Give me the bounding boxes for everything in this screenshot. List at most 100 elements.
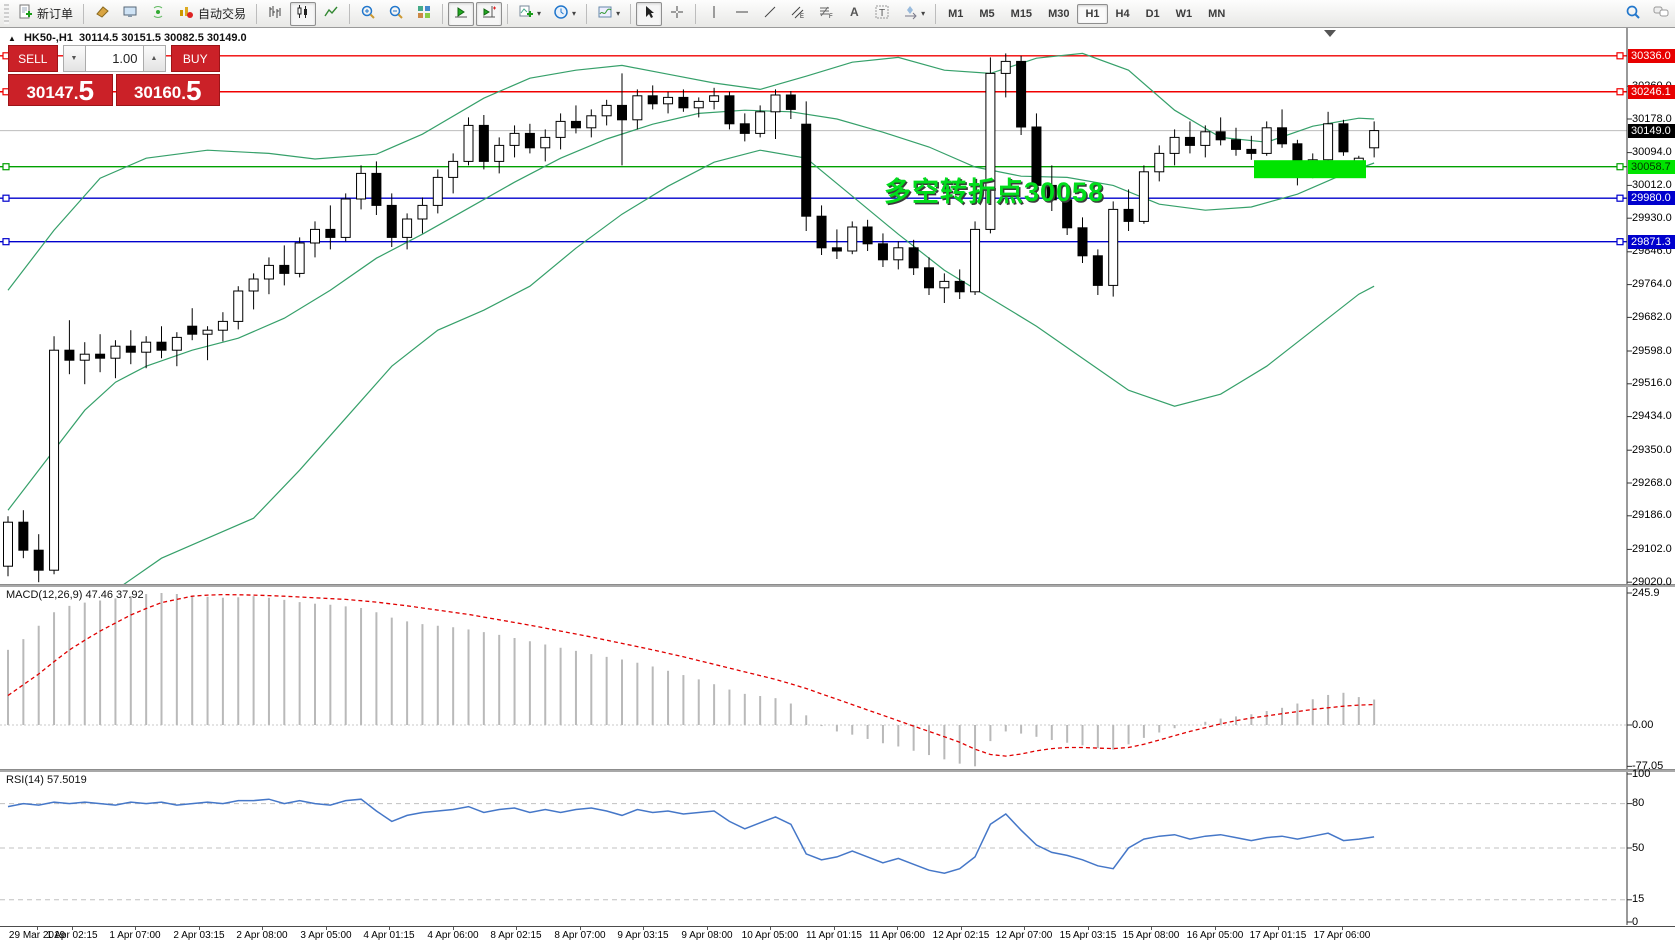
fibo-button[interactable]: F [813, 2, 839, 26]
main-toolbar: 新订单 自动交易 ▾ ▾ ▾ E F A T ▾ M1 M5 M15 M30 H1 H4 D1 W1 MN [0, 0, 1675, 28]
shapes-icon [902, 4, 918, 23]
text-button[interactable]: A [841, 2, 867, 26]
price-tick-label: 30012.0 [1632, 178, 1672, 191]
auto-scroll-button[interactable] [448, 1, 475, 26]
time-tick-label: 17 Apr 01:15 [1249, 930, 1307, 941]
timeframe-button-m1[interactable]: M1 [948, 7, 964, 20]
chart-title: ▲ HK50-,H1 30114.5 30151.5 30082.5 30149… [8, 32, 247, 44]
tile-windows-button[interactable] [411, 2, 437, 26]
search-icon [1625, 4, 1641, 23]
cursor-button[interactable] [636, 1, 663, 26]
macd-axis-label: -77.05 [1632, 759, 1664, 772]
price-tick-label: 29268.0 [1632, 476, 1672, 489]
linechart-icon [323, 4, 339, 23]
svg-text:F: F [829, 14, 833, 20]
one-click-trading-arrow-icon[interactable]: ▲ [8, 34, 16, 43]
chat-button[interactable] [1648, 2, 1674, 26]
template-icon [597, 4, 613, 23]
zoom-in-button[interactable] [355, 2, 381, 26]
chevron-down-icon[interactable]: ▾ [572, 9, 577, 18]
toolbar-grip[interactable] [4, 3, 9, 24]
price-badge: 30149.0 [1628, 123, 1675, 138]
sell-price-display[interactable]: 30147. 5 [8, 74, 113, 106]
channel-icon: E [790, 4, 806, 23]
autotrade-icon [178, 4, 194, 23]
timeframe-button-mn[interactable]: MN [1208, 7, 1226, 20]
timeframe-button-m15[interactable]: M15 [1010, 7, 1033, 20]
timeframe-button-w1[interactable]: W1 [1175, 7, 1193, 20]
templates-button[interactable]: ▾ [592, 2, 625, 26]
volume-decrease-button[interactable]: ▼ [62, 45, 86, 72]
rsi-axis-label: 15 [1632, 893, 1645, 906]
volume-field[interactable]: 1.00 [85, 45, 143, 72]
trendline-button[interactable] [757, 2, 783, 26]
indicators-button[interactable]: ▾ [513, 2, 546, 26]
sell-button[interactable]: SELL [8, 45, 58, 72]
terminal-button[interactable] [117, 2, 143, 26]
price-tick-label: 30178.0 [1632, 112, 1672, 125]
crosshair-button[interactable] [664, 2, 690, 26]
chart-text-annotation[interactable]: 多空转折点30058 [884, 177, 1105, 207]
zoom-out-button[interactable] [383, 2, 409, 26]
time-tick-label: 12 Apr 02:15 [932, 930, 990, 941]
chevron-down-icon[interactable]: ▾ [921, 9, 926, 18]
signal-icon [150, 4, 166, 23]
shapes-button[interactable]: ▾ [897, 2, 930, 26]
timeframe-button-d1[interactable]: D1 [1145, 7, 1160, 20]
chart-shift-button[interactable] [476, 1, 503, 26]
panel-separator[interactable] [0, 584, 1675, 587]
buy-button[interactable]: BUY [170, 45, 220, 72]
toolbar-separator [442, 3, 444, 24]
line-chart-button[interactable] [318, 2, 344, 26]
macd-axis-label: 245.9 [1632, 586, 1660, 599]
autotrading-button[interactable]: 自动交易 [173, 2, 251, 26]
toolbar-separator [586, 3, 588, 24]
time-tick-label: 16 Apr 05:00 [1186, 930, 1244, 941]
time-tick-label: 4 Apr 06:00 [427, 930, 479, 941]
time-tick-label: 11 Apr 06:00 [869, 930, 925, 941]
label-button[interactable]: T [869, 2, 895, 26]
search-button[interactable] [1620, 2, 1646, 26]
buy-price-display[interactable]: 30160. 5 [115, 74, 220, 106]
bar-chart-button[interactable] [262, 2, 288, 26]
fibo-icon: F [818, 4, 834, 23]
rsi-panel-canvas[interactable] [0, 771, 1675, 925]
hline-button[interactable] [729, 2, 755, 26]
timeframe-button-m5[interactable]: M5 [979, 7, 995, 20]
time-tick-label: 10 Apr 05:00 [741, 930, 799, 941]
vline-button[interactable] [701, 2, 727, 26]
styler-button[interactable] [89, 2, 115, 26]
candle-chart-button[interactable] [290, 1, 317, 26]
indicators-icon [518, 4, 534, 23]
new-order-button[interactable]: 新订单 [12, 2, 78, 26]
time-tick-label: 8 Apr 02:15 [490, 930, 542, 941]
toolbar-separator [507, 3, 509, 24]
candles-icon [295, 4, 311, 23]
timeframe-button-m30[interactable]: M30 [1048, 7, 1070, 20]
macd-panel-canvas[interactable] [0, 586, 1675, 769]
time-tick-label: 17 Apr 06:00 [1313, 930, 1371, 941]
signals-button[interactable] [145, 2, 171, 26]
timeframe-button-h4[interactable]: H4 [1115, 7, 1130, 20]
periods-button[interactable]: ▾ [548, 2, 581, 26]
panel-separator[interactable] [0, 769, 1675, 772]
time-axis[interactable]: 29 Mar 2019 1 Apr 02:15 1 Apr 07:00 2 Apr 0… [0, 926, 1675, 943]
time-tick-label: 15 Apr 03:15 [1059, 930, 1117, 941]
time-tick-label: 12 Apr 07:00 [995, 930, 1053, 941]
crosshair-icon [669, 4, 685, 23]
rsi-axis-label: 0 [1632, 915, 1639, 928]
price-badge: 29980.0 [1628, 191, 1675, 206]
chevron-down-icon[interactable]: ▾ [537, 9, 542, 18]
new-order-button-label: 新订单 [37, 7, 74, 21]
time-tick-label: 2 Apr 08:00 [236, 930, 288, 941]
labelT-icon: T [874, 4, 890, 23]
time-tick-label: 1 Apr 02:15 [46, 930, 98, 941]
channel-button[interactable]: E [785, 2, 811, 26]
timeframe-button-h1[interactable]: H1 [1077, 3, 1108, 24]
chevron-down-icon[interactable]: ▾ [616, 9, 621, 18]
volume-increase-button[interactable]: ▲ [142, 45, 166, 72]
time-tick-label: 15 Apr 08:00 [1122, 930, 1180, 941]
main-chart-canvas[interactable] [0, 28, 1675, 584]
symbol-period-label: HK50-,H1 [23, 32, 73, 44]
